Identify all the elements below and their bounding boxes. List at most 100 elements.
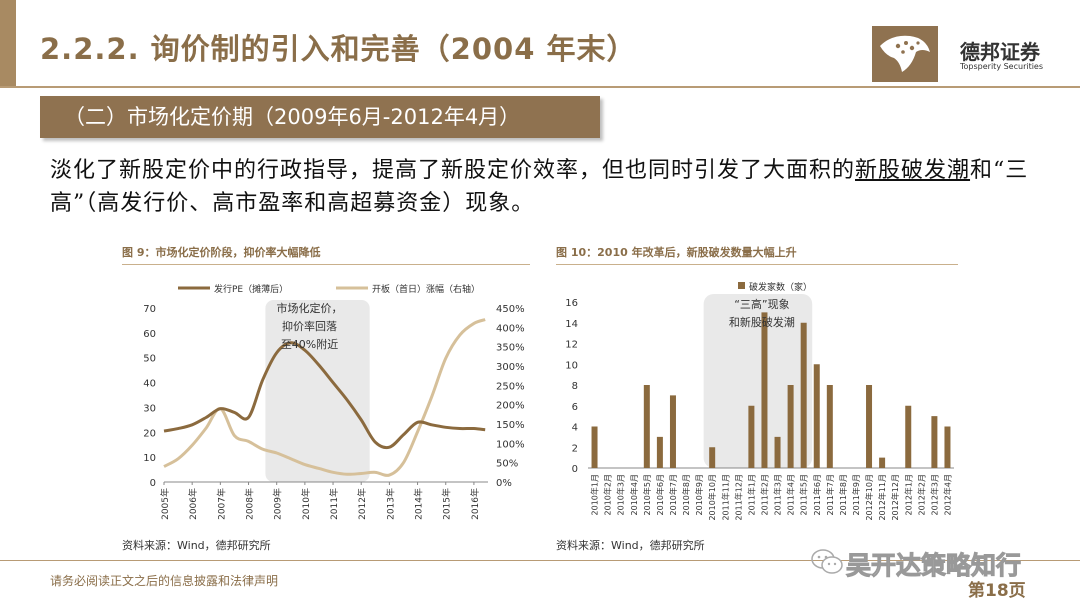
chart2: 破发家数（家） 0 2 4 6 8 10 12 14 16 2010年1月 2010年2月 2010年3…	[565, 281, 954, 521]
x-tick-label: 2013年	[384, 488, 396, 520]
x-tick-label: 2011年1月	[746, 474, 756, 515]
y-tick-label: 8	[572, 381, 578, 392]
brand-name: 德邦证券	[960, 40, 1040, 64]
x-tick-label: 2010年1月	[590, 474, 600, 515]
x-tick-label: 2010年3月	[616, 474, 626, 515]
y-left-tick-label: 50	[143, 354, 156, 365]
y-right-tick-label: 200%	[496, 401, 525, 412]
x-tick-label: 2011年6月	[812, 474, 822, 515]
x-tick-label: 2012年3月	[929, 474, 939, 515]
y-tick-label: 6	[572, 402, 578, 413]
chart2-source: 资料来源：Wind，德邦研究所	[556, 539, 705, 552]
chart1: 发行PE（摊薄后） 开板（首日）涨幅（右轴） 0 10 20 30 40 50 60 70 0% 50…	[143, 283, 525, 520]
y-tick-label: 16	[565, 298, 578, 309]
x-tick-label: 2012年	[356, 488, 368, 520]
y-right-tick-label: 400%	[496, 323, 525, 334]
series-line-pe	[163, 341, 486, 450]
bar	[826, 385, 833, 468]
x-tick-label: 2011年4月	[786, 474, 796, 515]
y-tick-label: 0	[572, 464, 578, 475]
x-tick-label: 2010年4月	[629, 474, 639, 515]
watermark-text: 吴开达策略知行	[845, 551, 1022, 581]
chart1-divider	[122, 264, 530, 265]
x-tick-label: 2012年10月	[864, 474, 874, 521]
bar	[905, 405, 912, 468]
bar	[944, 426, 951, 468]
y-right-tick-label: 0%	[496, 478, 512, 489]
x-tick-label: 2009年	[272, 488, 284, 520]
page-number: 第18页	[968, 581, 1026, 601]
y-right-tick-label: 300%	[496, 362, 525, 373]
x-tick-label: 2010年2月	[603, 474, 613, 515]
legend-label-pe: 发行PE（摊薄后）	[214, 283, 288, 295]
x-tick-label: 2010年9月	[694, 474, 704, 515]
paragraph-underlined-text: 新股破发潮	[855, 158, 971, 183]
bar	[787, 385, 794, 468]
body-paragraph: 淡化了新股定价中的行政指导，提高了新股定价效率，但也同时引发了大面积的新股破发潮…	[50, 154, 1060, 220]
x-tick-label: 2016年	[469, 488, 481, 520]
y-left-tick-label: 30	[143, 403, 156, 414]
chart2-title: 图 10：2010 年改革后，新股破发数量大幅上升	[556, 246, 797, 259]
x-tick-label: 2011年9月	[851, 474, 861, 515]
annotation-text: 市场化定价，	[277, 301, 343, 315]
annotation-text: 抑价率回落	[282, 319, 337, 333]
paragraph-text: 淡化了新股定价中的行政指导，提高了新股定价效率，但也同时引发了大面积的	[50, 158, 856, 183]
y-left-tick-label: 40	[143, 379, 156, 390]
y-tick-label: 12	[565, 340, 578, 351]
x-tick-label: 2012年1月	[903, 474, 913, 515]
x-tick-label: 2012年4月	[942, 474, 952, 515]
x-tick-label: 2006年	[187, 488, 199, 520]
footer-divider	[0, 560, 1080, 561]
brand-logo-icon	[872, 26, 938, 82]
y-tick-label: 14	[565, 319, 578, 330]
x-tick-label: 2005年	[159, 488, 171, 520]
annotation-text: “三高”现象	[734, 297, 789, 311]
bar	[866, 385, 873, 468]
bar	[931, 416, 938, 468]
brand-name-en: Topsperity Securities	[960, 62, 1044, 71]
y-right-tick-label: 250%	[496, 381, 525, 392]
bar	[591, 426, 598, 468]
x-tick-label: 2007年	[215, 488, 227, 520]
x-tick-label: 2010年	[300, 488, 312, 520]
x-tick-label: 2010年5月	[642, 474, 652, 515]
y-left-tick-label: 0	[150, 478, 156, 489]
bar	[813, 364, 820, 468]
x-tick-label: 2010年8月	[681, 474, 691, 515]
y-left-tick-label: 20	[143, 428, 156, 439]
x-tick-label: 2011年7月	[825, 474, 835, 515]
shaded-region	[703, 294, 813, 468]
x-tick-label: 2011年12月	[733, 474, 743, 521]
y-right-tick-label: 350%	[496, 343, 525, 354]
y-right-tick-label: 150%	[496, 420, 525, 431]
x-tick-label: 2010年7月	[668, 474, 678, 515]
x-tick-label: 2008年	[244, 488, 256, 520]
legend-label-rise: 开板（首日）涨幅（右轴）	[372, 283, 480, 295]
chart1-source: 资料来源：Wind，德邦研究所	[122, 539, 271, 552]
disclaimer-text: 请务必阅读正文之后的信息披露和法律声明	[50, 574, 279, 588]
shaded-region	[265, 300, 370, 482]
y-left-tick-label: 10	[143, 453, 156, 464]
x-tick-label: 2010年6月	[655, 474, 665, 515]
x-tick-label: 2011年	[328, 488, 340, 520]
bar	[761, 312, 768, 468]
x-tick-label: 2012年12月	[890, 474, 900, 521]
y-left-tick-label: 70	[143, 304, 156, 315]
y-right-tick-label: 450%	[496, 304, 525, 315]
bar	[800, 322, 807, 468]
bar	[774, 436, 781, 468]
annotation-text: 和新股破发潮	[729, 315, 795, 329]
y-right-tick-label: 100%	[496, 439, 525, 450]
annotation-text: 至40%附近	[281, 337, 338, 351]
y-right-tick-label: 50%	[496, 459, 518, 470]
y-tick-label: 2	[572, 443, 578, 454]
y-tick-label: 4	[572, 423, 578, 434]
chart2-divider	[556, 264, 958, 265]
x-tick-label: 2010年10月	[707, 474, 717, 521]
wechat-icon	[811, 549, 843, 574]
x-tick-label: 2011年11月	[720, 474, 730, 521]
x-tick-label: 2012年2月	[916, 474, 926, 515]
bar	[879, 457, 886, 468]
x-tick-label: 2012年11月	[877, 474, 887, 521]
paragraph-text-end: 和“三高”（高发行价、高市盈率和高超募资金）现象。	[50, 158, 1029, 216]
